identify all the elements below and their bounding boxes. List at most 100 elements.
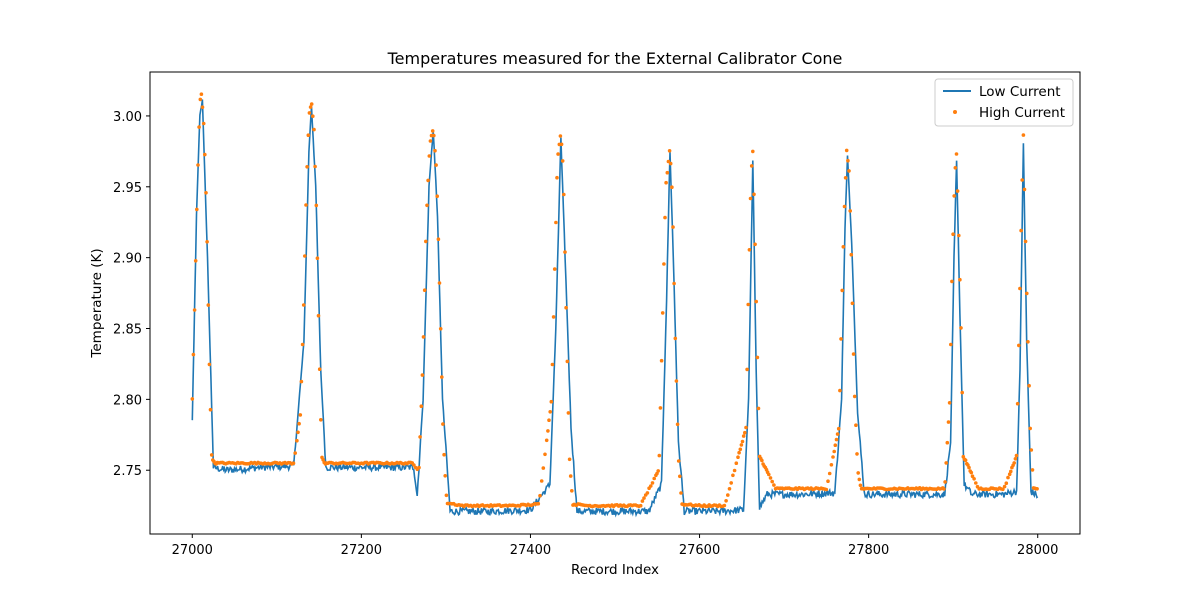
scatter-point-high-current-560 <box>1018 286 1022 291</box>
scatter-point-high-current-321 <box>670 185 674 189</box>
scatter-point-high-current-506 <box>944 461 948 465</box>
scatter-point-high-current-329 <box>679 491 683 495</box>
scatter-point-high-current-377 <box>751 149 755 154</box>
scatter-point-high-current-170 <box>440 375 444 379</box>
scatter-point-high-current-165 <box>434 163 438 167</box>
scatter-point-high-current-380 <box>754 299 758 304</box>
x-axis-label: Record Index <box>571 562 659 578</box>
scatter-point-high-current-172 <box>442 452 446 457</box>
scatter-point-high-current-322 <box>671 225 675 229</box>
scatter-point-high-current-530 <box>972 477 976 481</box>
scatter-point-high-current-367 <box>739 443 744 447</box>
scatter-point-high-current-88 <box>316 313 321 318</box>
scatter-point-high-current-428 <box>829 463 834 467</box>
scatter-point-high-current-248 <box>560 159 565 163</box>
scatter-point-high-current-528 <box>969 470 974 475</box>
scatter-point-high-current-360 <box>729 481 733 485</box>
scatter-point-high-current-151 <box>418 435 422 439</box>
scatter-point-high-current-310 <box>657 453 662 458</box>
scatter-point-high-current-241 <box>552 267 557 271</box>
scatter-point-high-current-453 <box>858 483 863 488</box>
scatter-point-high-current-253 <box>566 411 571 415</box>
scatter-point-high-current-75 <box>301 303 306 307</box>
scatter-point-high-current-432 <box>834 437 839 442</box>
scatter-point-high-current-74 <box>300 342 305 347</box>
scatter-point-high-current-391 <box>767 472 771 477</box>
scatter-point-high-current-361 <box>731 473 735 478</box>
scatter-point-high-current-153 <box>420 373 425 377</box>
scatter-point-high-current-357 <box>724 499 728 503</box>
scatter-point-high-current-236 <box>547 418 551 423</box>
scatter-point-high-current-67 <box>291 461 296 466</box>
scatter-point-high-current-425 <box>824 487 829 492</box>
scatter-point-high-current-505 <box>943 480 947 484</box>
scatter-point-high-current-85 <box>313 164 317 169</box>
scatter-point-high-current-376 <box>749 164 754 168</box>
scatter-point-high-current-327 <box>676 459 681 463</box>
scatter-point-high-current-309 <box>656 469 660 473</box>
scatter-point-high-current-441 <box>844 148 849 153</box>
y-tick-label-0: 2.75 <box>113 464 142 479</box>
scatter-point-high-current-394 <box>772 483 776 487</box>
scatter-point-high-current-439 <box>842 204 847 209</box>
scatter-point-high-current-358 <box>726 493 730 497</box>
scatter-point-high-current-230 <box>538 493 542 498</box>
scatter-point-high-current-162 <box>430 129 435 133</box>
scatter-point-high-current-385 <box>760 458 764 463</box>
y-tick-label-5: 3.00 <box>113 110 142 125</box>
scatter-point-high-current-249 <box>562 192 566 197</box>
scatter-point-high-current-229 <box>536 501 541 506</box>
scatter-point-high-current-298 <box>638 503 643 508</box>
scatter-point-high-current-442 <box>846 158 850 163</box>
scatter-point-high-current-76 <box>303 254 307 258</box>
scatter-point-high-current-558 <box>1015 401 1020 406</box>
scatter-point-high-current-366 <box>738 447 743 452</box>
scatter-point-high-current-437 <box>840 288 844 293</box>
plot-series <box>190 92 1039 518</box>
scatter-point-high-current-84 <box>312 127 316 132</box>
scatter-point-high-current-566 <box>1025 291 1029 296</box>
scatter-point-high-current-6 <box>197 125 201 129</box>
scatter-point-high-current-13 <box>205 240 209 244</box>
scatter-point-high-current-68 <box>293 451 298 455</box>
scatter-point-high-current-562 <box>1020 178 1024 182</box>
scatter-point-high-current-81 <box>308 105 313 109</box>
legend-label-low-current: Low Current <box>979 84 1061 100</box>
scatter-point-high-current-429 <box>831 455 835 459</box>
scatter-point-high-current-446 <box>850 301 855 306</box>
scatter-point-high-current-523 <box>963 458 968 463</box>
scatter-point-high-current-552 <box>1009 469 1013 474</box>
scatter-point-high-current-504 <box>942 487 946 491</box>
scatter-point-high-current-565 <box>1023 239 1028 244</box>
scatter-point-high-current-90 <box>319 418 323 422</box>
series-line-low-current <box>191 99 1039 518</box>
scatter-point-high-current-445 <box>849 252 854 257</box>
scatter-point-high-current-313 <box>660 311 665 315</box>
scatter-point-high-current-79 <box>306 133 311 137</box>
scatter-point-high-current-526 <box>967 465 971 470</box>
scatter-point-high-current-300 <box>642 496 646 500</box>
scatter-point-high-current-15 <box>207 362 212 367</box>
y-axis-label: Temperature (K) <box>89 248 105 358</box>
scatter-point-high-current-392 <box>768 476 773 480</box>
y-tick-label-1: 2.80 <box>113 393 142 408</box>
scatter-point-high-current-70 <box>296 430 300 435</box>
scatter-point-high-current-150 <box>417 465 421 470</box>
scatter-point-high-current-518 <box>958 277 962 282</box>
scatter-point-high-current-160 <box>428 139 433 143</box>
scatter-point-high-current-166 <box>435 194 440 198</box>
legend-swatch-high-current <box>953 110 957 114</box>
scatter-point-high-current-163 <box>432 133 436 138</box>
scatter-point-high-current-324 <box>673 336 678 341</box>
y-tick-label-4: 2.95 <box>113 181 142 196</box>
scatter-point-high-current-87 <box>315 256 320 261</box>
scatter-point-high-current-247 <box>559 142 564 147</box>
scatter-point-high-current-4 <box>195 207 199 212</box>
scatter-point-high-current-364 <box>736 455 740 460</box>
scatter-point-high-current-237 <box>548 410 552 414</box>
x-tick-label-0: 27000 <box>172 543 213 558</box>
scatter-point-high-current-14 <box>206 303 211 307</box>
scatter-point-high-current-575 <box>1035 487 1039 491</box>
scatter-point-high-current-431 <box>833 443 838 448</box>
plot-frame <box>149 71 1081 535</box>
